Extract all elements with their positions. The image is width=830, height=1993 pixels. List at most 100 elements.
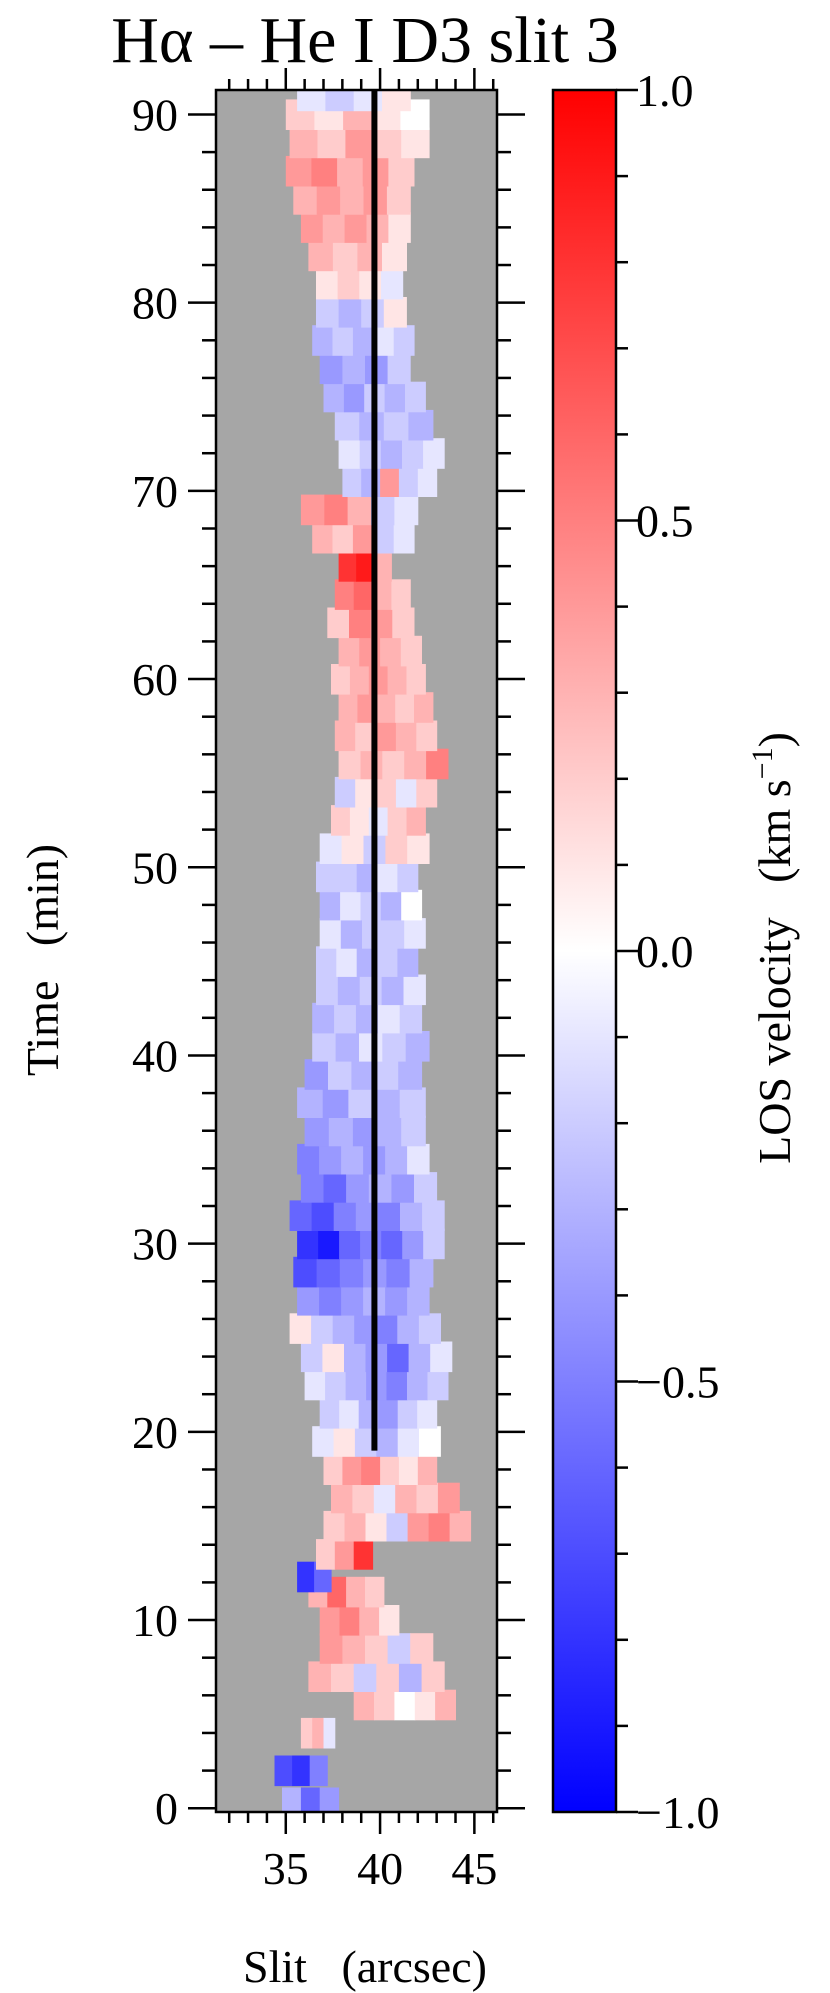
heatmap-cell — [394, 1689, 416, 1721]
heatmap-cell — [319, 1285, 342, 1316]
heatmap-cell — [426, 748, 449, 780]
heatmap-cell — [354, 1426, 377, 1457]
heatmap-cell — [376, 692, 396, 723]
heatmap-cell — [312, 522, 334, 554]
heatmap-cell — [347, 494, 372, 526]
heatmap-cell — [316, 1256, 341, 1288]
heatmap-cell — [337, 155, 364, 187]
heatmap-cell — [388, 155, 415, 187]
heatmap-cell — [353, 1689, 375, 1721]
heatmap-cell — [359, 1605, 380, 1636]
heatmap-cell — [339, 1398, 360, 1429]
heatmap-cell — [374, 1087, 401, 1118]
heatmap-cell — [395, 720, 417, 752]
heatmap-cell — [297, 1285, 320, 1316]
heatmap-cell — [316, 297, 340, 328]
heatmap-cell — [380, 635, 402, 667]
heatmap-cell — [375, 1313, 398, 1344]
heatmap-cell — [360, 889, 382, 921]
heatmap-cell — [381, 1228, 403, 1260]
x-tick-label: 35 — [263, 1843, 309, 1894]
heatmap-cell — [427, 1369, 449, 1401]
heatmap-cell — [400, 1200, 423, 1231]
heatmap-cell — [386, 1510, 408, 1542]
heatmap-cell — [331, 1482, 353, 1514]
heatmap-cell — [297, 1228, 319, 1260]
heatmap-cell — [297, 1087, 324, 1118]
heatmap-cell — [319, 889, 341, 921]
heatmap-cell — [334, 720, 356, 752]
x-tick-label: 40 — [357, 1843, 403, 1894]
heatmap-cell — [408, 1341, 431, 1373]
heatmap-cell — [374, 1059, 399, 1090]
heatmap-cell — [382, 748, 405, 780]
heatmap-cell — [408, 409, 434, 441]
heatmap-cell — [334, 579, 355, 610]
heatmap-cell — [400, 635, 422, 667]
heatmap-cell — [398, 1661, 422, 1692]
heatmap-cell — [316, 184, 341, 215]
y-tick-label: 50 — [132, 842, 178, 893]
heatmap-cell — [322, 212, 346, 243]
heatmap-cell — [430, 1341, 453, 1373]
heatmap-cell — [339, 1605, 360, 1636]
heatmap-cell — [404, 918, 426, 949]
heatmap-cell — [382, 90, 411, 112]
heatmap-cell — [387, 1341, 410, 1373]
colorbar-tick-label: 0.0 — [636, 926, 694, 977]
colorbar-tick-label: −0.5 — [636, 1357, 719, 1408]
heatmap-cell — [338, 438, 361, 469]
heatmap-cell — [365, 1576, 385, 1608]
heatmap-cell — [324, 494, 349, 526]
heatmap-cell — [319, 1398, 340, 1429]
heatmap-cell — [309, 1755, 328, 1787]
x-axis-label: Slit (arcsec) — [243, 1941, 487, 1992]
heatmap-cell — [349, 607, 372, 639]
heatmap-cell — [397, 946, 419, 977]
heatmap-cell — [342, 1633, 366, 1664]
heatmap-cell — [353, 1539, 374, 1570]
heatmap-cell — [417, 466, 438, 497]
heatmap-cell — [409, 1256, 434, 1288]
heatmap-cell — [386, 1369, 408, 1401]
heatmap-cell — [323, 1454, 343, 1485]
heatmap-cell — [384, 381, 406, 413]
heatmap-cell — [422, 1200, 445, 1231]
heatmap-cell — [340, 918, 363, 949]
heatmap-cell — [289, 127, 318, 159]
heatmap-cell — [377, 1002, 401, 1034]
heatmap-cell — [361, 466, 381, 497]
heatmap-cell — [380, 438, 403, 469]
heatmap-cell — [398, 466, 419, 497]
heatmap-cell — [293, 1256, 318, 1288]
y-tick-label: 20 — [132, 1407, 178, 1458]
heatmap-cell — [353, 1661, 377, 1692]
heatmap-cell — [366, 212, 389, 243]
heatmap-cell — [378, 1398, 399, 1429]
heatmap-cell — [304, 1369, 326, 1401]
heatmap-cell — [395, 692, 415, 723]
heatmap-cell — [308, 240, 334, 272]
heatmap-cell — [325, 1369, 347, 1401]
heatmap-cell — [331, 664, 351, 695]
heatmap-cell — [300, 1787, 321, 1812]
heatmap-cell — [316, 268, 339, 300]
heatmap-cell — [407, 1143, 430, 1175]
heatmap-cell — [338, 748, 361, 780]
heatmap-cell — [360, 1228, 382, 1260]
heatmap-cell — [417, 1398, 438, 1429]
heatmap-cell — [395, 1482, 418, 1514]
heatmap-cell — [316, 974, 339, 1006]
heatmap-cell — [393, 325, 415, 356]
heatmap-cell — [402, 438, 424, 469]
heatmap-cell — [354, 1313, 377, 1344]
heatmap-cell — [423, 1228, 445, 1260]
heatmap-cell — [399, 1087, 426, 1118]
heatmap-cell — [387, 1633, 411, 1664]
heatmap-cell — [349, 805, 370, 836]
heatmap-cell — [387, 805, 407, 836]
heatmap-cell — [323, 381, 345, 413]
heatmap-cell — [312, 1031, 337, 1062]
heatmap-cell — [359, 438, 382, 469]
